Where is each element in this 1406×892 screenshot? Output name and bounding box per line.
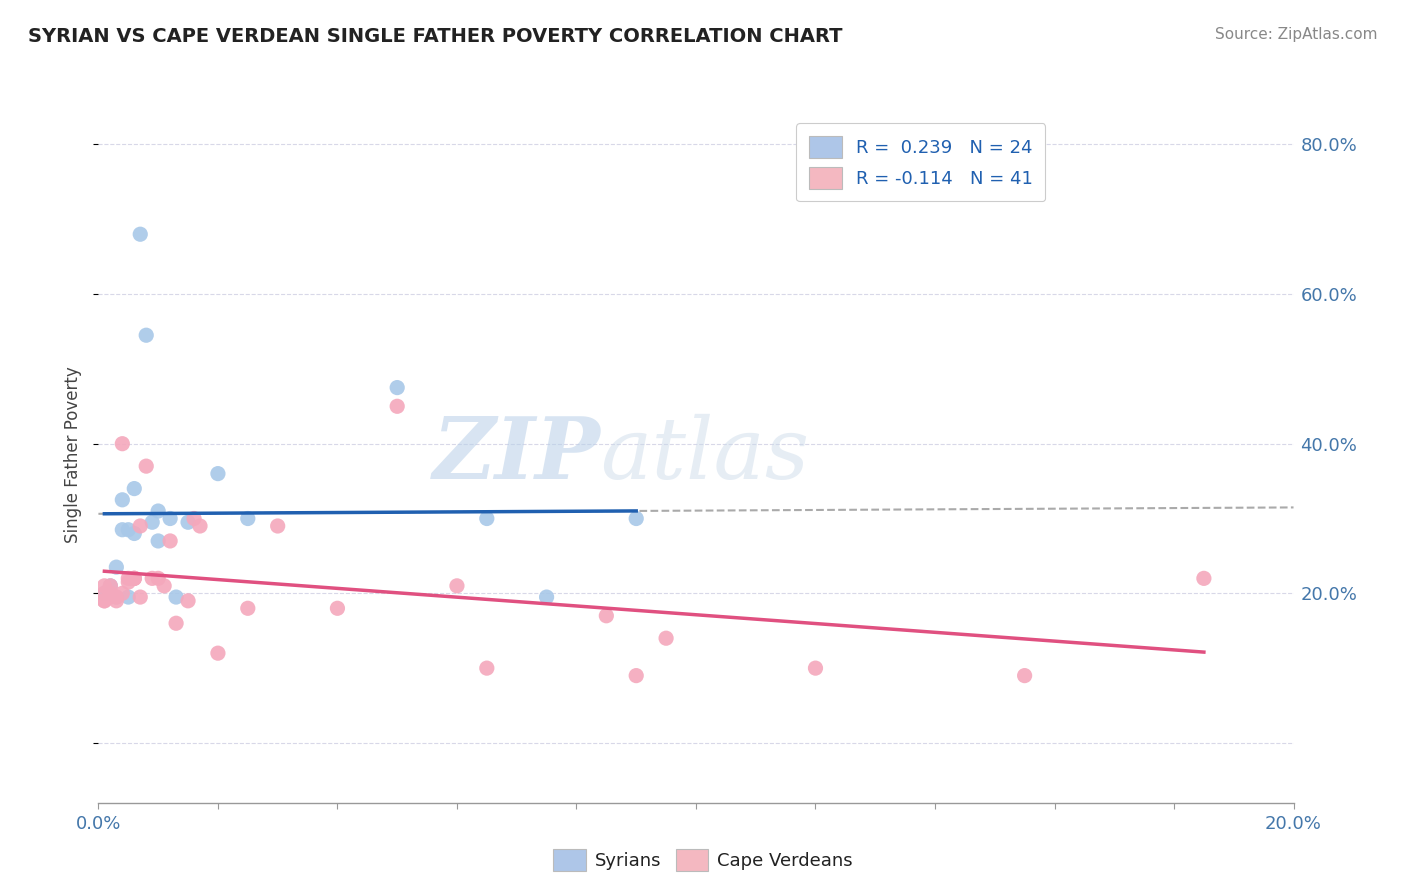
Text: atlas: atlas <box>600 414 810 496</box>
Point <box>93 586 115 600</box>
Point <box>105 594 128 608</box>
Point <box>159 533 181 548</box>
Point <box>124 571 146 585</box>
Point <box>475 661 498 675</box>
Point <box>93 594 115 608</box>
Point <box>93 594 115 608</box>
Point <box>385 399 409 413</box>
Point <box>111 523 134 537</box>
Point <box>129 227 152 242</box>
Y-axis label: Single Father Poverty: Single Father Poverty <box>65 367 83 543</box>
Point <box>124 482 146 496</box>
Point <box>148 504 170 518</box>
Point <box>236 601 259 615</box>
Point <box>536 590 558 604</box>
Point <box>326 601 349 615</box>
Text: SYRIAN VS CAPE VERDEAN SINGLE FATHER POVERTY CORRELATION CHART: SYRIAN VS CAPE VERDEAN SINGLE FATHER POV… <box>28 27 842 45</box>
Point <box>148 533 170 548</box>
Point <box>135 459 157 474</box>
Point <box>595 608 617 623</box>
Point <box>1014 668 1036 682</box>
Point <box>105 590 128 604</box>
Point <box>159 511 181 525</box>
Point <box>117 575 139 590</box>
Point <box>117 590 139 604</box>
Legend: R =  0.239   N = 24, R = -0.114   N = 41: R = 0.239 N = 24, R = -0.114 N = 41 <box>796 123 1046 202</box>
Point <box>117 523 139 537</box>
Point <box>141 571 163 585</box>
Point <box>129 590 152 604</box>
Point <box>183 511 205 525</box>
Point <box>626 511 648 525</box>
Point <box>385 381 409 395</box>
Point <box>165 590 187 604</box>
Point <box>804 661 827 675</box>
Point <box>165 616 187 631</box>
Point <box>100 586 122 600</box>
Point <box>100 579 122 593</box>
Point <box>207 467 229 481</box>
Point <box>111 492 134 507</box>
Point <box>267 519 290 533</box>
Point <box>135 328 157 343</box>
Point <box>446 579 468 593</box>
Point <box>124 571 146 585</box>
Point <box>100 579 122 593</box>
Point <box>93 579 115 593</box>
Point <box>177 594 200 608</box>
Legend: Syrians, Cape Verdeans: Syrians, Cape Verdeans <box>546 842 860 879</box>
Point <box>207 646 229 660</box>
Point <box>100 590 122 604</box>
Point <box>117 571 139 585</box>
Point <box>1192 571 1215 585</box>
Point <box>105 560 128 574</box>
Point <box>93 586 115 600</box>
Point <box>129 519 152 533</box>
Text: Source: ZipAtlas.com: Source: ZipAtlas.com <box>1215 27 1378 42</box>
Point <box>141 515 163 529</box>
Point <box>153 579 176 593</box>
Point <box>100 586 122 600</box>
Point <box>105 590 128 604</box>
Point <box>475 511 498 525</box>
Point <box>148 571 170 585</box>
Text: ZIP: ZIP <box>433 413 600 497</box>
Point <box>111 586 134 600</box>
Point <box>236 511 259 525</box>
Point <box>626 668 648 682</box>
Point <box>124 526 146 541</box>
Point <box>124 571 146 585</box>
Point <box>111 436 134 450</box>
Point <box>177 515 200 529</box>
Point <box>188 519 211 533</box>
Point <box>655 631 678 645</box>
